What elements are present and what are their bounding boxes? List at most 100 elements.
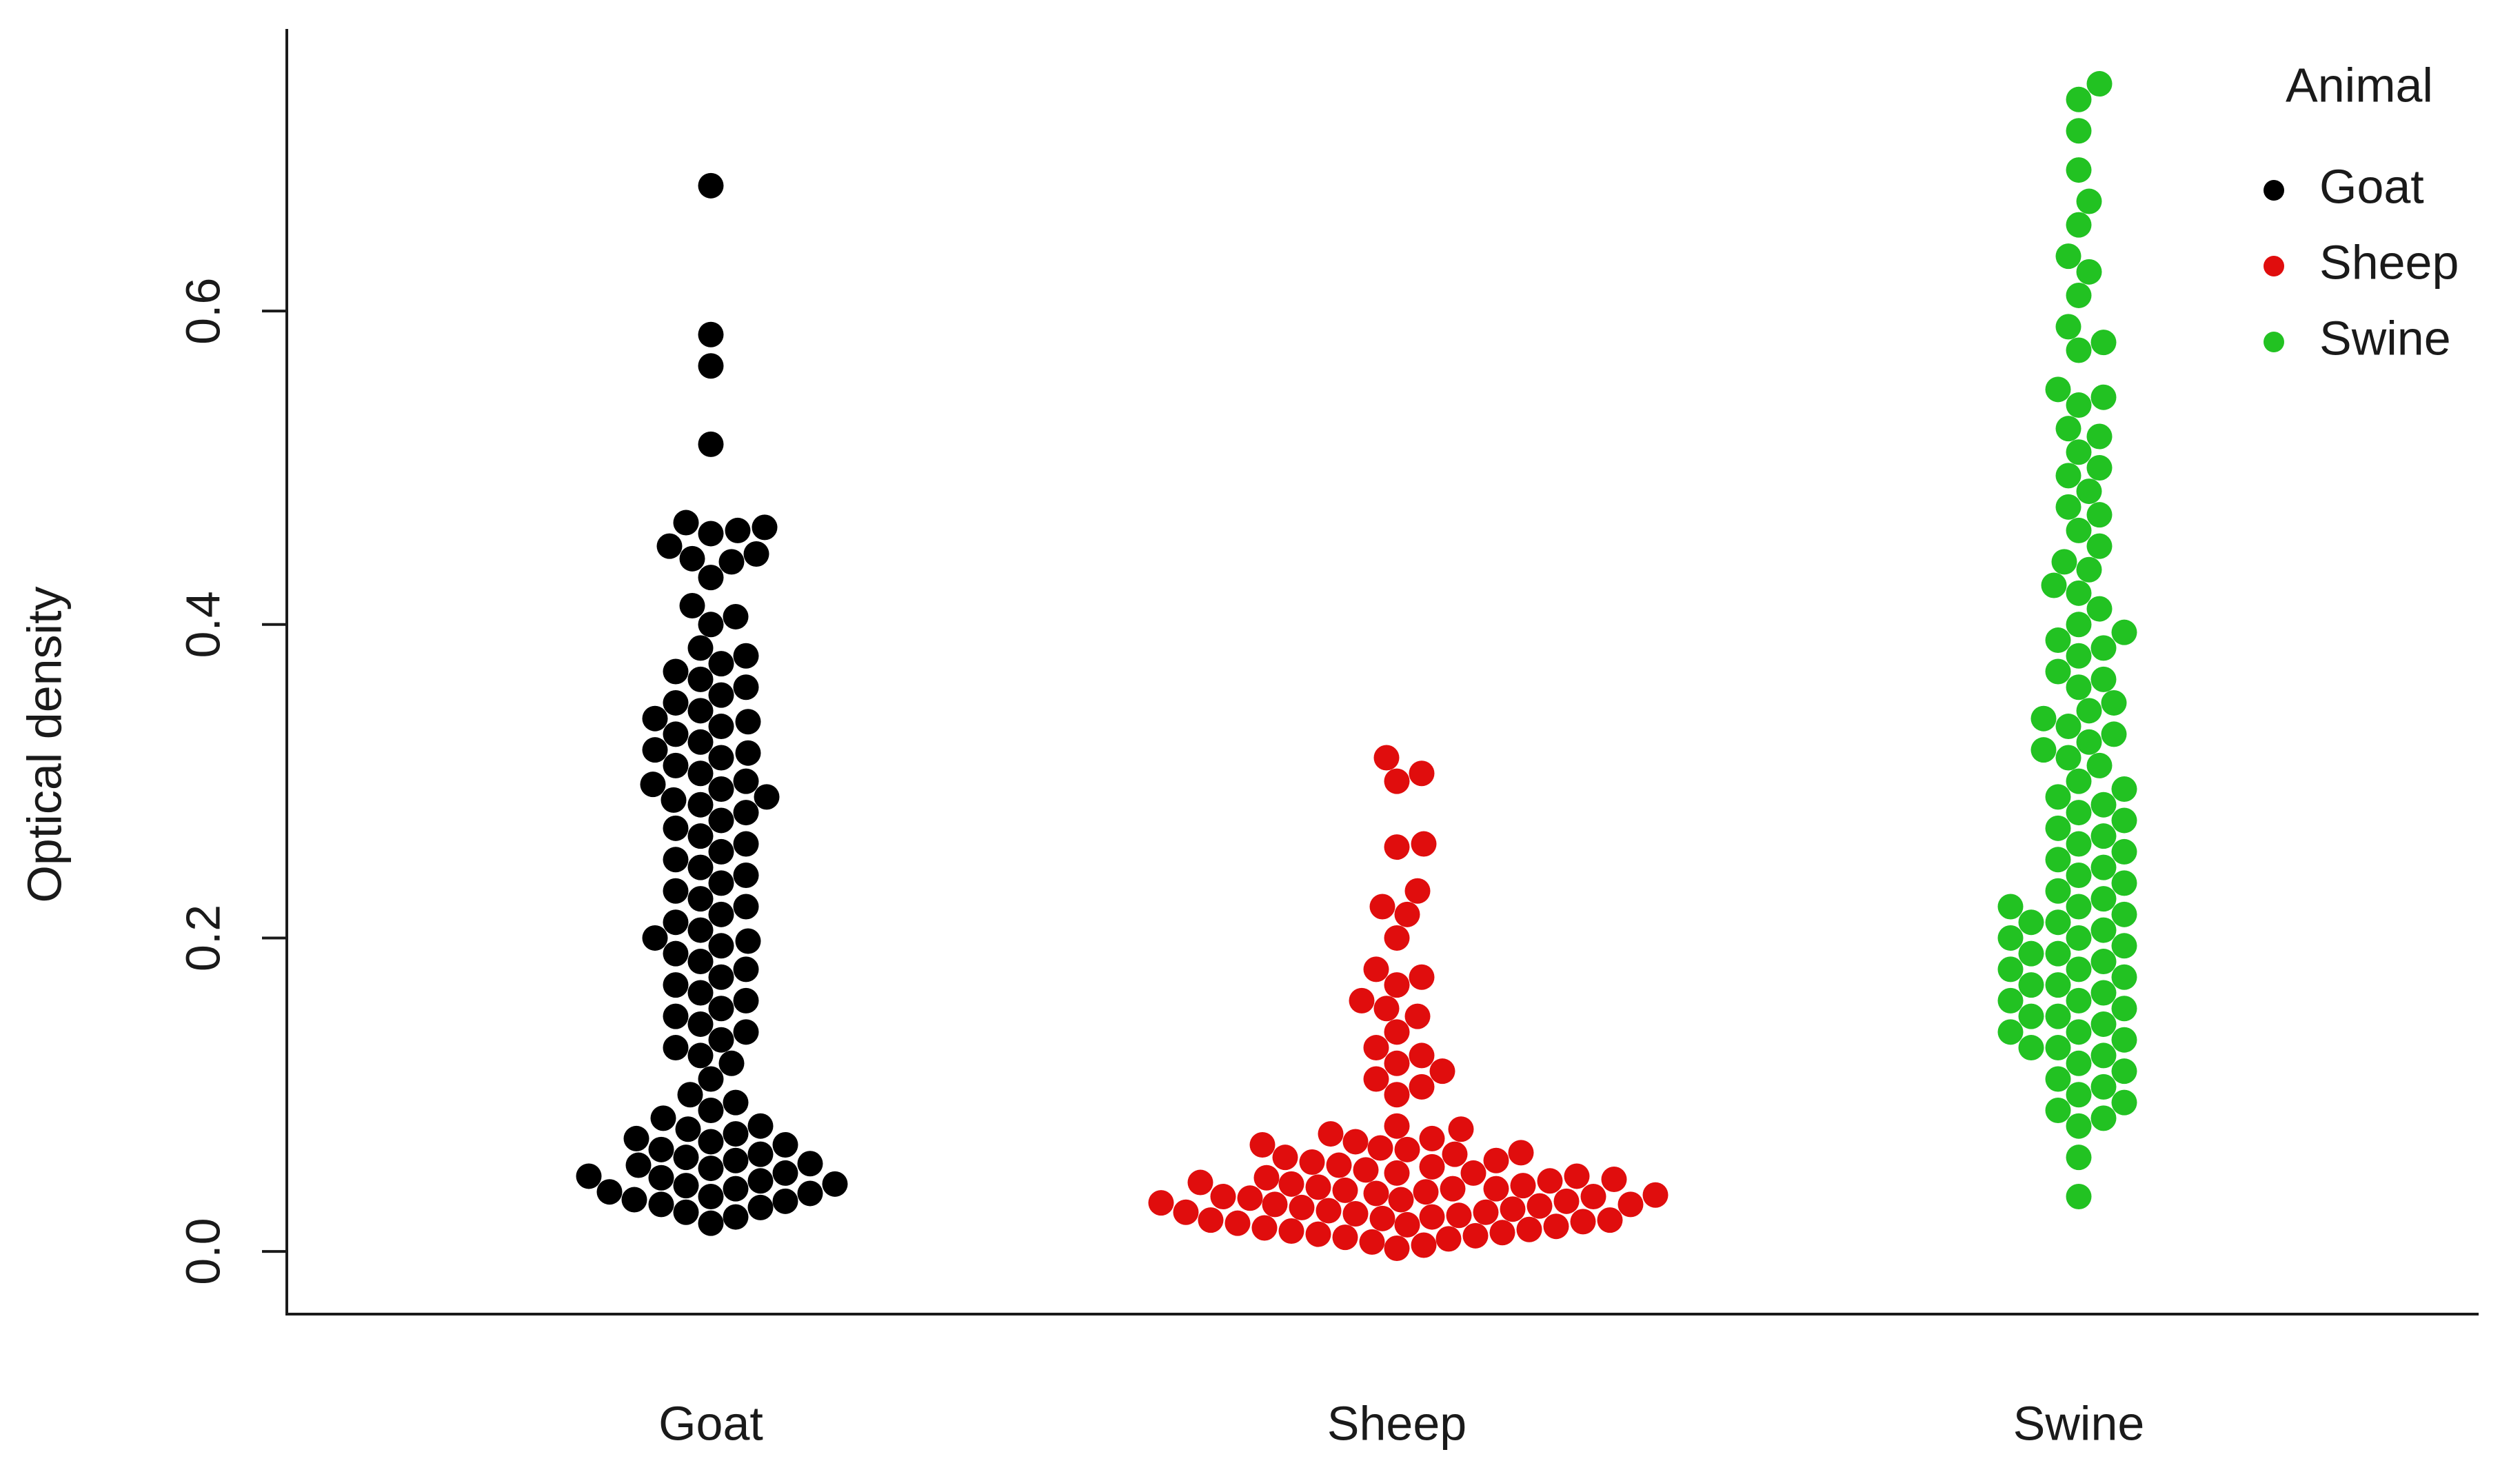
data-point	[2055, 745, 2081, 771]
y-tick-label: 0.0	[176, 1218, 230, 1284]
data-point	[2045, 909, 2071, 936]
data-point	[2076, 259, 2102, 285]
data-point	[2111, 901, 2137, 927]
data-point	[679, 545, 705, 572]
data-point	[1373, 745, 1400, 771]
data-point	[1580, 1184, 1606, 1210]
data-point	[733, 1019, 759, 1045]
data-point	[2066, 517, 2092, 543]
data-point	[2041, 572, 2067, 598]
data-point	[687, 635, 714, 661]
data-point	[698, 431, 724, 457]
data-point	[1409, 1042, 1435, 1069]
data-point	[2066, 863, 2092, 889]
data-point	[1409, 964, 1435, 990]
data-point	[663, 972, 689, 998]
data-point	[2086, 752, 2113, 778]
data-point	[1210, 1184, 1236, 1210]
data-point	[2076, 478, 2102, 505]
data-point	[1384, 1160, 1410, 1186]
data-point	[2055, 314, 2081, 340]
data-point	[747, 1194, 774, 1220]
data-point	[2076, 698, 2102, 724]
data-point	[2090, 1042, 2117, 1069]
data-point	[1384, 1050, 1410, 1076]
legend-label: Swine	[2319, 311, 2451, 365]
data-point	[2076, 729, 2102, 755]
data-point	[2045, 376, 2071, 403]
data-point	[642, 705, 668, 732]
data-point	[2111, 619, 2137, 645]
data-point	[733, 768, 759, 794]
data-point	[1997, 925, 2024, 951]
data-point	[733, 674, 759, 700]
data-point	[733, 800, 759, 826]
data-point	[747, 1168, 774, 1194]
axis-frame	[285, 29, 2479, 1315]
data-point	[1173, 1199, 1199, 1225]
data-point	[1326, 1152, 1352, 1178]
data-point	[663, 689, 689, 716]
data-point	[642, 737, 668, 763]
data-point	[2066, 1145, 2092, 1171]
data-point	[797, 1180, 823, 1207]
data-point	[733, 643, 759, 669]
data-point	[1384, 925, 1410, 951]
data-point	[1419, 1204, 1445, 1230]
data-point	[797, 1151, 823, 1177]
data-point	[2090, 1105, 2117, 1131]
legend-marker	[2264, 180, 2284, 201]
data-point	[2066, 1184, 2092, 1210]
data-point	[1460, 1160, 1486, 1186]
data-point	[1409, 760, 1435, 787]
data-point	[1404, 1003, 1431, 1029]
data-point	[663, 1003, 689, 1029]
data-point	[2066, 392, 2092, 419]
data-point	[1489, 1220, 1515, 1246]
data-point	[673, 1173, 699, 1199]
data-point	[747, 1141, 774, 1167]
data-point	[1642, 1182, 1669, 1208]
data-point	[2076, 188, 2102, 214]
data-point	[708, 682, 734, 708]
data-point	[1251, 1215, 1278, 1241]
data-point	[725, 517, 751, 543]
data-point	[772, 1188, 798, 1214]
data-point	[2111, 776, 2137, 802]
data-point	[735, 740, 761, 766]
data-point	[2066, 439, 2092, 465]
data-point	[650, 1105, 676, 1131]
data-point	[1363, 1180, 1389, 1207]
data-point	[2066, 1082, 2092, 1108]
data-point	[1305, 1221, 1331, 1247]
data-point	[2090, 1073, 2117, 1100]
data-point	[1510, 1173, 1536, 1199]
data-point	[1409, 1073, 1435, 1100]
data-point	[2066, 768, 2092, 794]
data-point	[708, 714, 734, 740]
data-point	[708, 1027, 734, 1053]
data-point	[673, 1145, 699, 1171]
data-point	[1342, 1201, 1369, 1227]
data-point	[640, 772, 666, 798]
data-point	[723, 1204, 749, 1230]
data-point	[1997, 987, 2024, 1014]
data-point	[2090, 886, 2117, 912]
legend-label: Goat	[2319, 159, 2424, 213]
data-point	[2066, 643, 2092, 669]
data-point	[1253, 1165, 1280, 1191]
data-point	[2066, 894, 2092, 920]
data-point	[1224, 1210, 1251, 1236]
data-point	[2090, 792, 2117, 818]
data-point	[1363, 956, 1389, 982]
data-point	[708, 996, 734, 1022]
data-point	[2055, 416, 2081, 442]
data-point	[743, 541, 769, 567]
data-point	[698, 353, 724, 379]
data-point	[698, 565, 724, 591]
data-point	[1363, 1066, 1389, 1092]
data-point	[2045, 940, 2071, 967]
data-point	[2066, 86, 2092, 112]
data-point	[2066, 831, 2092, 857]
data-point	[687, 792, 714, 818]
